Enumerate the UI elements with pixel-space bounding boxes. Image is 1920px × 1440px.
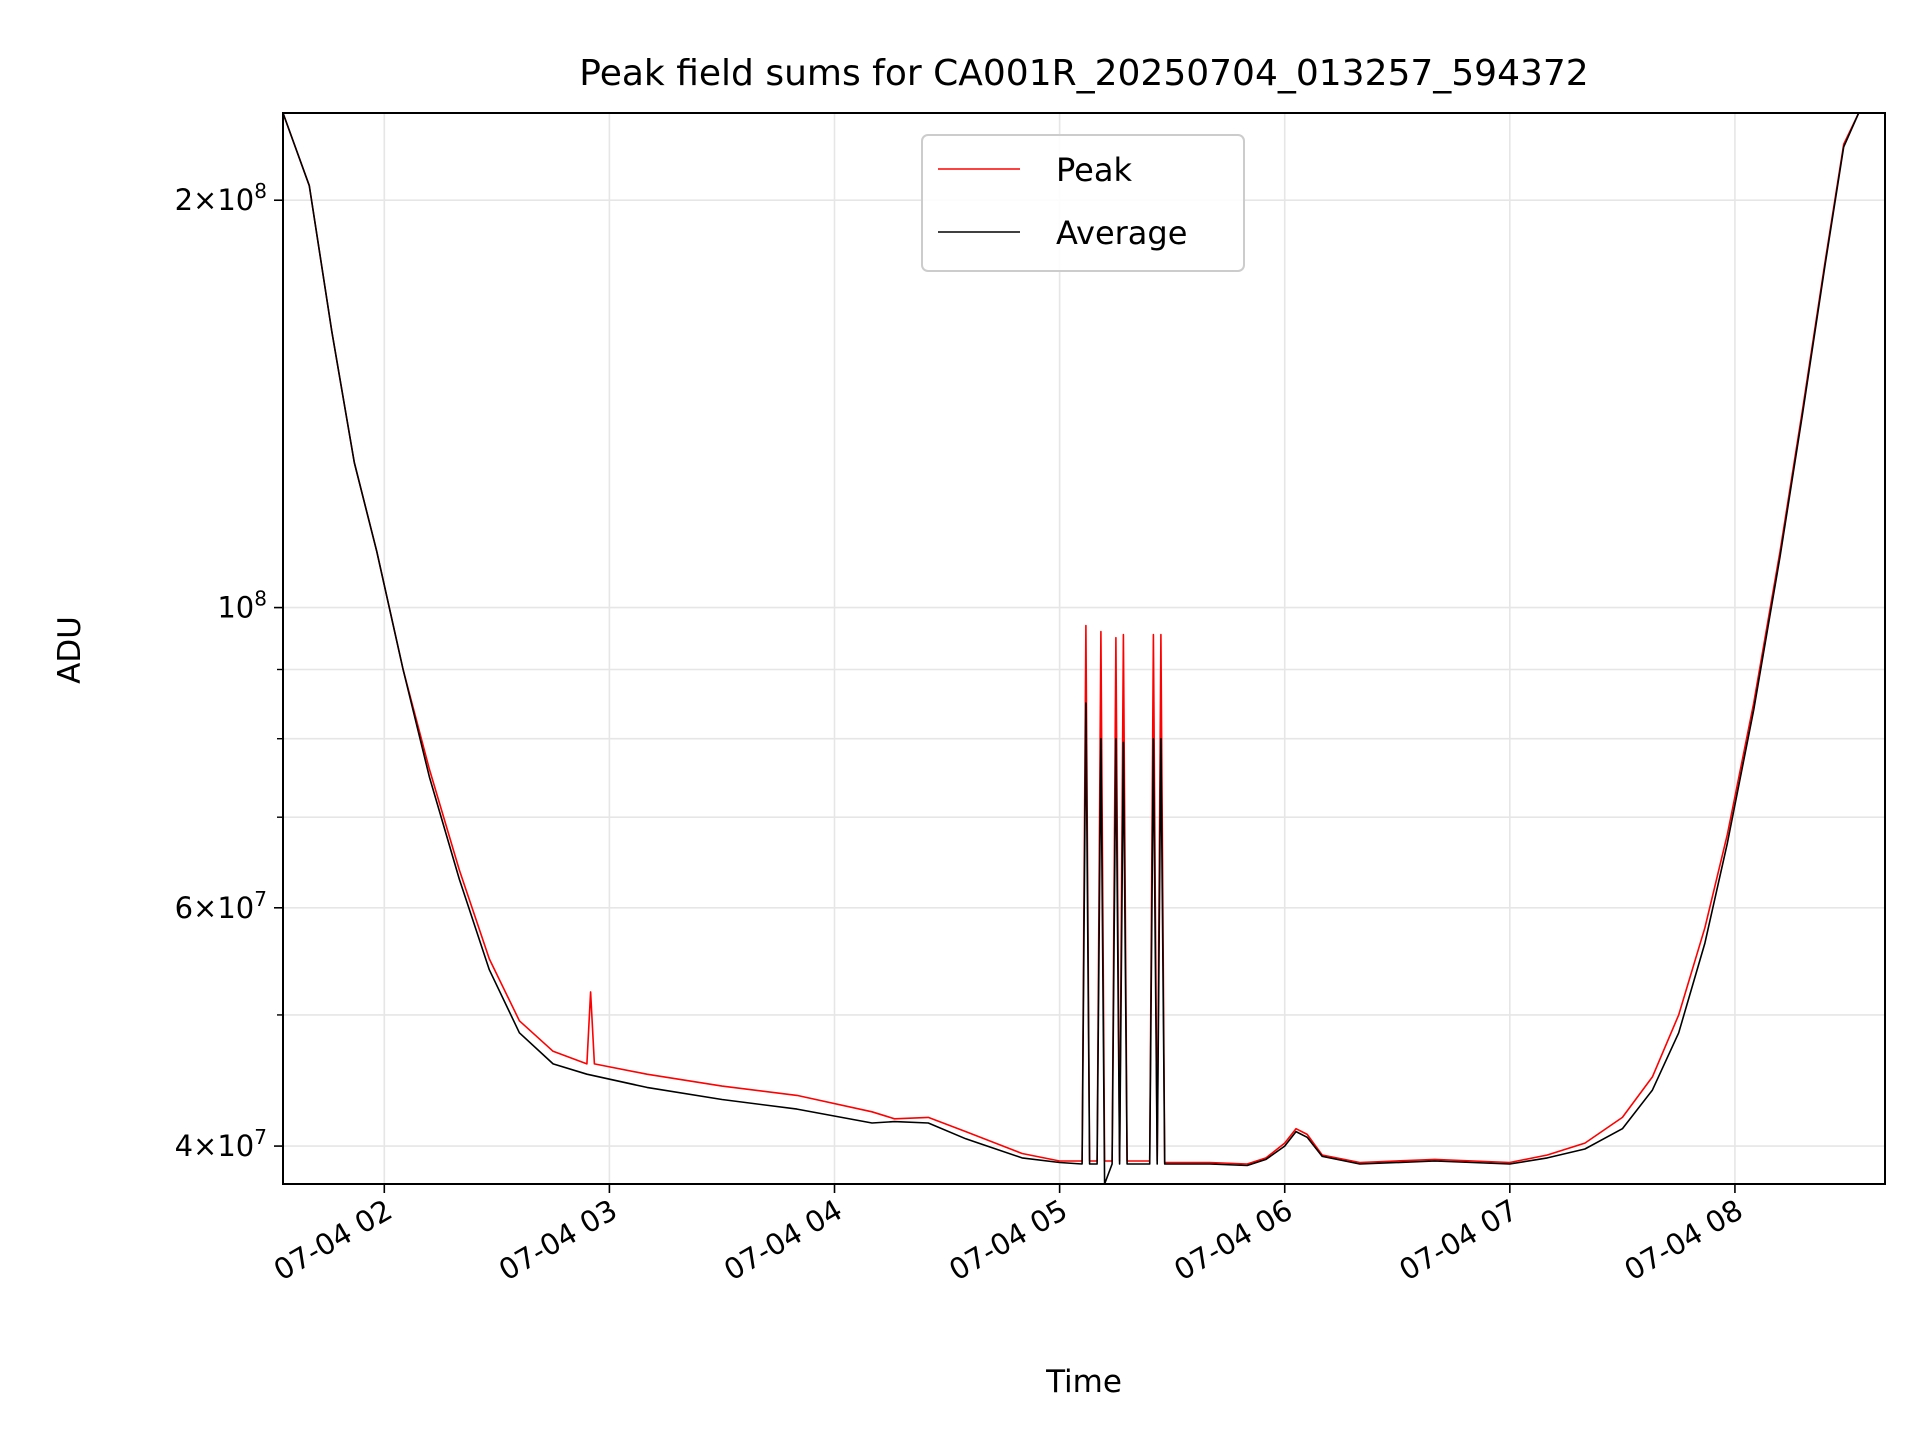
y-ticks: 4×107 6×107 108 2×108 bbox=[175, 179, 283, 1163]
chart-title: Peak field sums for CA001R_20250704_0132… bbox=[579, 53, 1588, 94]
legend-peak-label: Peak bbox=[1056, 151, 1132, 189]
y-axis-label: ADU bbox=[52, 616, 88, 684]
y-tick-label: 108 bbox=[217, 587, 267, 625]
y-tick-label: 4×107 bbox=[175, 1125, 267, 1163]
y-tick-label: 2×108 bbox=[175, 179, 267, 217]
y-tick-label: 6×107 bbox=[175, 887, 267, 925]
series-line-average bbox=[282, 112, 1885, 1185]
legend: Peak Average bbox=[921, 134, 1245, 272]
legend-average-label: Average bbox=[1056, 214, 1187, 252]
axes-frame bbox=[282, 112, 1886, 1185]
x-axis-label: Time bbox=[1045, 1364, 1122, 1400]
series-layer bbox=[282, 112, 1885, 1185]
